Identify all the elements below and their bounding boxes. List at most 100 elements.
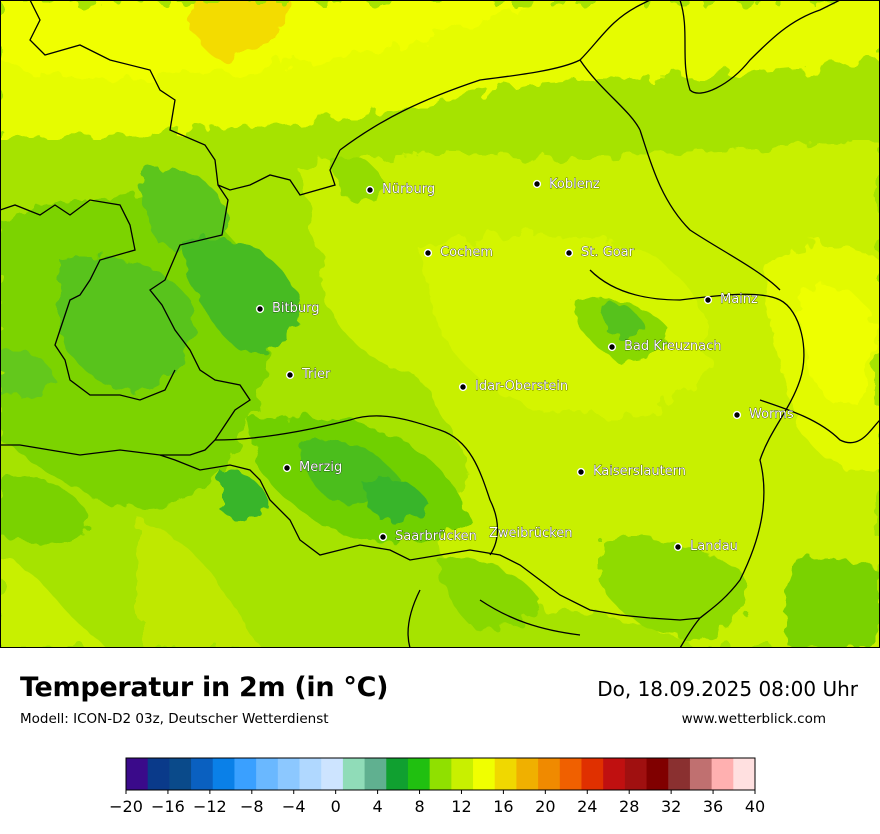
legend-tick-label: 32 <box>661 797 681 816</box>
city-worms[interactable]: Worms <box>732 407 794 422</box>
legend-swatch <box>581 758 604 790</box>
legend-tick-label: 36 <box>703 797 723 816</box>
city-dot-icon <box>532 179 542 189</box>
city-label: Bad Kreuznach <box>624 339 722 354</box>
legend-swatch <box>624 758 648 790</box>
legend-frame <box>125 757 756 791</box>
legend-tick-label: 40 <box>745 797 765 816</box>
legend-swatch <box>234 758 257 790</box>
legend-swatch <box>126 758 149 790</box>
city-dot-icon <box>607 342 617 352</box>
legend-swatch <box>538 758 561 790</box>
legend-swatch <box>733 758 756 790</box>
city-dot-icon <box>378 532 388 542</box>
city-label: Bitburg <box>272 301 320 316</box>
legend-colorbar: −20 −16 −12 −8 −4 0 4 8 12 16 20 24 28 32 36 40 <box>109 757 765 816</box>
legend-tick-label: 8 <box>414 797 424 816</box>
legend-swatch <box>516 758 539 790</box>
city-dot-icon <box>703 295 713 305</box>
legend-swatch <box>147 758 170 790</box>
city-label: Saarbrücken <box>395 529 477 544</box>
legend-swatch <box>689 758 713 790</box>
city-dot-icon <box>423 248 433 258</box>
city-landau[interactable]: Landau <box>673 539 738 554</box>
model-info: Modell: ICON-D2 03z, Deutscher Wetterdie… <box>20 711 329 727</box>
legend-swatch <box>321 758 344 790</box>
legend-tick-label: 12 <box>451 797 471 816</box>
legend-swatch <box>668 758 691 790</box>
legend-tick-label: 16 <box>493 797 513 816</box>
city-label: Trier <box>301 367 331 382</box>
legend-tick-label: 20 <box>535 797 555 816</box>
legend-swatch <box>646 758 669 790</box>
legend-tick-label: 4 <box>373 797 383 816</box>
legend-swatch <box>299 758 322 790</box>
legend-swatch <box>386 758 409 790</box>
legend-swatch <box>169 758 192 790</box>
city-mainz[interactable]: Mainz <box>703 292 758 307</box>
legend-swatch <box>429 758 452 790</box>
city-dot-icon <box>564 248 574 258</box>
city-dot-icon <box>458 382 468 392</box>
city-saarbruecken[interactable]: Saarbrücken <box>378 529 477 544</box>
legend-swatch <box>603 758 626 790</box>
city-st-goar[interactable]: St. Goar <box>564 245 635 260</box>
legend-swatch <box>212 758 235 790</box>
legend-tick-label: −4 <box>282 797 306 816</box>
city-markers: Nürburg Koblenz Cochem St. Goar Mainz Bi… <box>255 177 794 554</box>
city-dot-icon <box>732 410 742 420</box>
city-cochem[interactable]: Cochem <box>423 245 493 260</box>
city-idar-oberstein[interactable]: Idar-Oberstein <box>458 379 569 394</box>
legend-swatch <box>407 758 431 790</box>
city-label: Koblenz <box>549 177 600 192</box>
legend-swatch <box>256 758 279 790</box>
city-label: Cochem <box>440 245 493 260</box>
legend-swatch <box>451 758 474 790</box>
city-label: Merzig <box>299 460 342 475</box>
city-dot-icon <box>365 185 375 195</box>
city-dot-icon <box>285 370 295 380</box>
legend-swatch <box>277 758 301 790</box>
legend-tick-label: −12 <box>193 797 227 816</box>
city-label: Nürburg <box>382 182 435 197</box>
legend-tick-label: 0 <box>331 797 341 816</box>
page-title: Temperatur in 2m (in °C) <box>20 672 389 703</box>
city-bitburg[interactable]: Bitburg <box>255 301 320 316</box>
color-legend: −20 −16 −12 −8 −4 0 4 8 12 16 20 24 28 32 36 40 <box>0 750 880 830</box>
forecast-datetime: Do, 18.09.2025 08:00 Uhr <box>597 677 858 701</box>
legend-tick-label: −16 <box>151 797 185 816</box>
city-label: St. Goar <box>581 245 635 260</box>
city-merzig[interactable]: Merzig <box>282 460 343 475</box>
legend-swatch <box>473 758 496 790</box>
legend-swatch <box>494 758 517 790</box>
legend-tick-label: 28 <box>619 797 639 816</box>
city-bad-kreuznach[interactable]: Bad Kreuznach <box>607 339 722 354</box>
website-link[interactable]: www.wetterblick.com <box>681 711 826 727</box>
legend-swatch <box>364 758 387 790</box>
city-trier[interactable]: Trier <box>285 367 331 382</box>
city-dot-icon <box>673 542 683 552</box>
city-label: Idar-Oberstein <box>475 379 568 394</box>
city-label: Kaiserslautern <box>593 464 686 479</box>
city-nuerburg[interactable]: Nürburg <box>365 182 436 197</box>
city-zweibruecken[interactable]: Zweibrücken <box>489 526 573 542</box>
legend-tick-label: −20 <box>109 797 143 816</box>
city-dot-icon <box>255 304 265 314</box>
temperature-map: Nürburg Koblenz Cochem St. Goar Mainz Bi… <box>0 0 880 648</box>
city-label: Mainz <box>720 292 758 307</box>
city-kaiserslautern[interactable]: Kaiserslautern <box>576 464 686 479</box>
country-borders <box>0 0 880 648</box>
legend-swatch <box>191 758 214 790</box>
north-yellow-zone <box>0 0 880 140</box>
city-dot-icon <box>282 463 292 473</box>
legend-tick-label: 24 <box>577 797 597 816</box>
city-koblenz[interactable]: Koblenz <box>532 177 600 192</box>
legend-swatch <box>559 758 582 790</box>
city-label: Worms <box>749 407 794 422</box>
legend-tick-label: −8 <box>240 797 264 816</box>
city-label: Zweibrücken <box>489 526 572 541</box>
city-dot-icon <box>576 467 586 477</box>
legend-swatch <box>711 758 734 790</box>
legend-swatch <box>342 758 366 790</box>
city-label: Landau <box>690 539 738 554</box>
